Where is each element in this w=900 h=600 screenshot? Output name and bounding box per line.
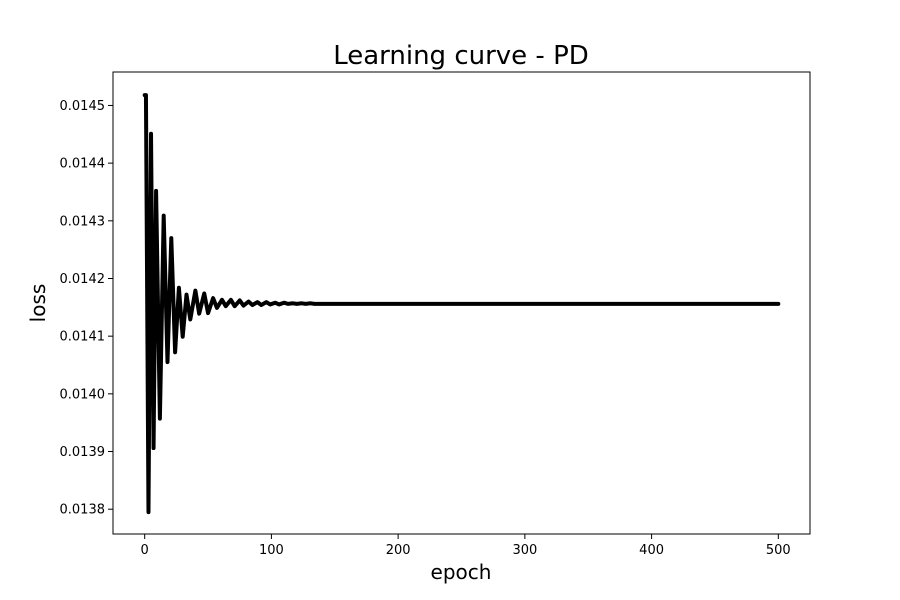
- x-tick-label: 200: [386, 543, 411, 558]
- x-tick-label: 0: [141, 543, 149, 558]
- plot-area: [142, 93, 781, 515]
- y-tick-label: 0.0142: [60, 272, 106, 287]
- y-tick-label: 0.0138: [60, 503, 106, 518]
- y-axis: 0.0138 0.0139 0.0140 0.0141 0.0142 0.0143 0.01…: [60, 99, 113, 518]
- axes-frame: [112, 71, 811, 535]
- y-tick-label: 0.0143: [60, 214, 106, 229]
- x-tick-label: 300: [512, 543, 537, 558]
- x-axis-label: epoch: [431, 560, 492, 584]
- x-tick-label: 500: [766, 543, 791, 558]
- x-axis: 0 100 200 300 400 500: [141, 534, 791, 558]
- y-tick-label: 0.0140: [60, 387, 106, 402]
- y-tick-label: 0.0139: [60, 445, 106, 460]
- y-axis-label: loss: [26, 284, 50, 323]
- x-tick-label: 100: [259, 543, 284, 558]
- chart-title: Learning curve - PD: [333, 41, 589, 71]
- y-tick-label: 0.0141: [60, 330, 106, 345]
- loss-series-line: [142, 93, 781, 515]
- x-tick-label: 400: [639, 543, 664, 558]
- y-tick-label: 0.0145: [60, 99, 106, 114]
- y-tick-label: 0.0144: [60, 157, 106, 172]
